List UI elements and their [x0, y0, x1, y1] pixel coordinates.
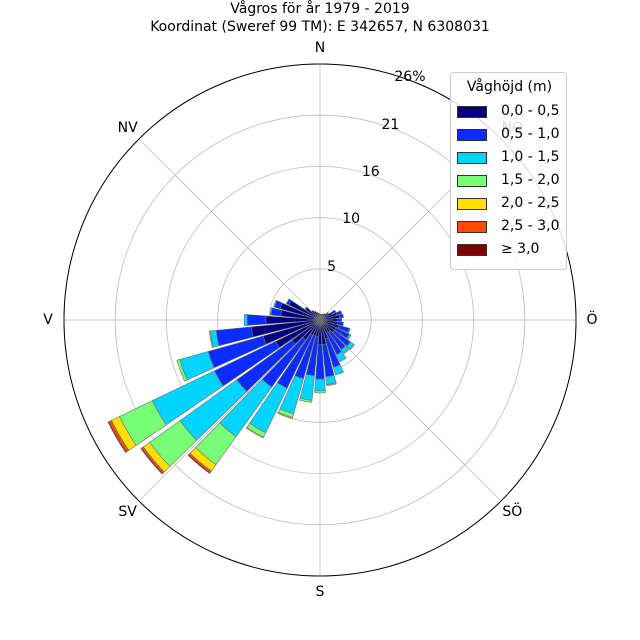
legend-swatch — [457, 221, 487, 233]
rose-bar-segment — [314, 378, 326, 392]
legend-label: ≥ 3,0 — [501, 241, 540, 257]
rose-bar-segment — [269, 307, 273, 316]
legend-label: 1,0 - 1,5 — [501, 149, 560, 165]
rose-bar-segment — [314, 310, 321, 321]
grid-spoke — [138, 319, 321, 502]
radial-tick-label: 26% — [394, 69, 426, 86]
direction-label-sv: SV — [118, 504, 137, 521]
rose-bar-segment — [314, 390, 326, 394]
rose-bar-segment — [340, 345, 350, 354]
legend-swatch — [457, 244, 487, 256]
legend-label: 2,0 - 2,5 — [501, 195, 560, 211]
rose-bar-segment — [332, 364, 344, 376]
radial-tick-label: 10 — [342, 211, 361, 228]
rose-bar-segment — [273, 299, 278, 308]
direction-label-so: SÖ — [502, 504, 523, 521]
rose-bar-segment — [176, 359, 188, 382]
rose-bar-segment — [140, 447, 164, 475]
legend-swatch — [457, 152, 487, 164]
legend-swatch — [457, 198, 487, 210]
rose-bar-segment — [346, 333, 352, 340]
legend: Våghöjd (m) 0,0 - 0,5 0,5 - 1,0 1,0 - 1,… — [450, 72, 567, 270]
legend-swatch — [457, 129, 487, 141]
chart-subtitle: Koordinat (Sweref 99 TM): E 342657, N 63… — [150, 19, 490, 35]
outer-circle — [63, 63, 577, 577]
direction-label-s: S — [315, 584, 325, 600]
grid-spoke — [319, 319, 502, 502]
legend-label: 0,0 - 0,5 — [501, 103, 560, 119]
rose-bar-segment — [338, 313, 344, 319]
legend-title: Våghöjd (m) — [466, 79, 553, 95]
grid-spoke — [138, 138, 321, 321]
rose-bar-segment — [285, 298, 292, 306]
radial-tick-label: 21 — [381, 116, 400, 133]
direction-label-nv: NV — [117, 119, 138, 136]
legend-label: 1,5 - 2,0 — [501, 172, 560, 188]
rose-bar-segment — [336, 321, 344, 327]
rose-bar-segment — [347, 327, 351, 334]
legend-swatch — [457, 175, 487, 187]
rose-bar-segment — [326, 382, 337, 386]
legend-label: 2,5 - 3,0 — [501, 218, 560, 234]
rose-bar-segment — [299, 397, 313, 403]
rose-bar-segment — [304, 306, 308, 311]
rose-bar-segment — [316, 312, 321, 321]
chart-title: Vågros för år 1979 - 2019 — [230, 1, 410, 17]
rose-bar-segment — [346, 341, 355, 350]
rose-bar-segment — [246, 314, 267, 326]
rose-bar-segment — [317, 312, 321, 321]
direction-label-o: Ö — [586, 312, 598, 328]
direction-label-v: V — [43, 312, 53, 328]
direction-label-n: N — [314, 40, 326, 56]
rose-bar-segment — [330, 309, 337, 315]
legend-label: 0,5 - 1,0 — [501, 126, 560, 142]
rose-bar-segment — [107, 421, 127, 454]
rose-bar-segment — [277, 412, 293, 419]
rose-bar-segment — [337, 318, 342, 322]
legend-swatch — [457, 106, 487, 118]
rose-bar-segment — [245, 426, 265, 439]
rose-bars — [107, 298, 355, 475]
radial-tick-label: 5 — [327, 258, 337, 275]
radial-tick-label: 16 — [361, 164, 380, 181]
rose-bar-segment — [335, 310, 343, 316]
rose-bar-segment — [187, 454, 211, 474]
rose-bar-segment — [208, 330, 214, 348]
rose-bar-segment — [311, 309, 321, 321]
rose-bar-segment — [243, 313, 248, 327]
rose-bar-segment — [336, 351, 347, 363]
